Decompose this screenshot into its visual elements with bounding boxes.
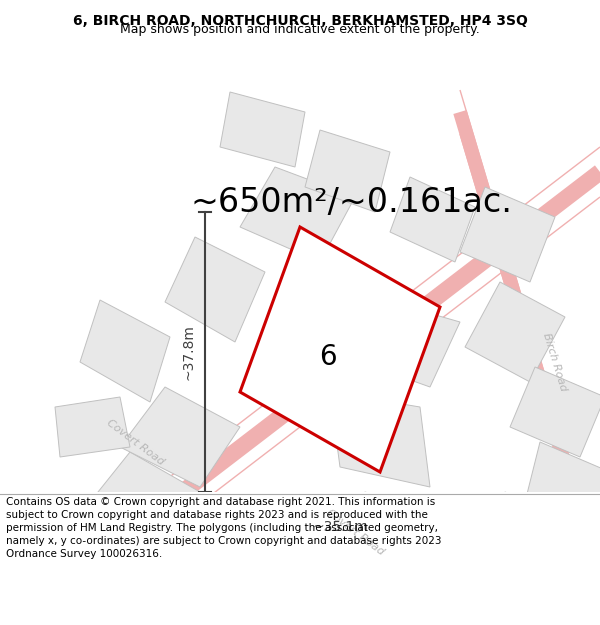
- Text: ~37.8m: ~37.8m: [181, 324, 195, 380]
- Polygon shape: [220, 92, 305, 167]
- Polygon shape: [360, 302, 460, 387]
- Polygon shape: [305, 130, 390, 212]
- Polygon shape: [120, 387, 240, 487]
- Polygon shape: [50, 452, 200, 592]
- Text: ~35.1m: ~35.1m: [312, 520, 368, 534]
- Text: Contains OS data © Crown copyright and database right 2021. This information is
: Contains OS data © Crown copyright and d…: [6, 497, 442, 559]
- Polygon shape: [80, 300, 170, 402]
- Polygon shape: [460, 187, 555, 282]
- Polygon shape: [330, 392, 430, 487]
- Polygon shape: [110, 552, 185, 625]
- Polygon shape: [390, 177, 475, 262]
- Polygon shape: [165, 237, 265, 342]
- Polygon shape: [240, 227, 440, 472]
- Text: 6, BIRCH ROAD, NORTHCHURCH, BERKHAMSTED, HP4 3SQ: 6, BIRCH ROAD, NORTHCHURCH, BERKHAMSTED,…: [73, 14, 527, 28]
- Text: Map shows position and indicative extent of the property.: Map shows position and indicative extent…: [120, 23, 480, 36]
- Text: Birch Road: Birch Road: [541, 332, 569, 392]
- Text: Covert Road: Covert Road: [325, 508, 386, 557]
- Polygon shape: [240, 167, 355, 262]
- Text: Covert Road: Covert Road: [104, 418, 166, 467]
- Polygon shape: [465, 282, 565, 382]
- Polygon shape: [525, 442, 600, 532]
- Text: ~650m²/~0.161ac.: ~650m²/~0.161ac.: [190, 186, 512, 219]
- Polygon shape: [555, 517, 600, 582]
- Polygon shape: [55, 397, 130, 457]
- Polygon shape: [175, 512, 275, 607]
- Polygon shape: [510, 367, 600, 457]
- Text: 6: 6: [319, 343, 337, 371]
- Polygon shape: [330, 492, 465, 592]
- Polygon shape: [490, 492, 570, 567]
